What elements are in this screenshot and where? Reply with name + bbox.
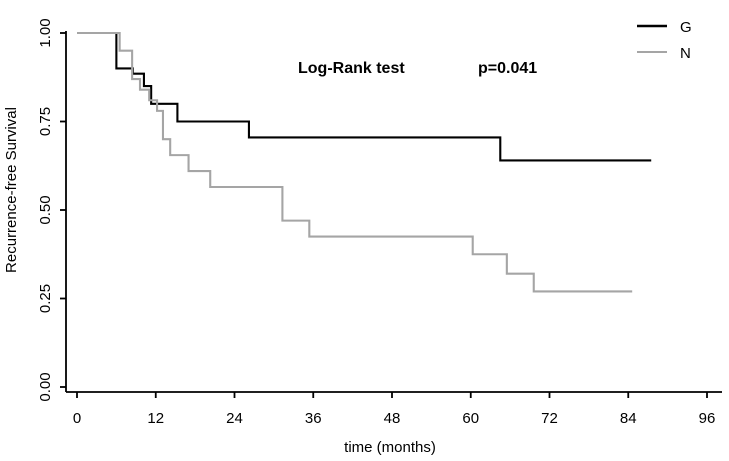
series-g-curve [77, 31, 652, 162]
axes: 0 12 24 36 48 60 72 84 96 0.00 0.25 0.50 0.75 1.00 [37, 18, 722, 427]
x-tick-label: 0 [73, 410, 81, 427]
x-tick-label: 48 [384, 410, 401, 427]
x-tick-label: 84 [620, 410, 637, 427]
x-tick-label: 96 [699, 410, 716, 427]
y-tick-label: 0.50 [37, 195, 54, 224]
legend: G N [637, 19, 692, 62]
x-tick-label: 60 [462, 410, 479, 427]
survival-curves [77, 31, 652, 293]
legend-label-n: N [680, 45, 691, 62]
x-axis-title: time (months) [344, 439, 436, 456]
x-tick-label: 24 [226, 410, 243, 427]
y-tick-label: 0.25 [37, 284, 54, 313]
series-n-curve [77, 31, 633, 293]
x-axis-ticks: 0 12 24 36 48 60 72 84 96 [73, 392, 716, 427]
legend-label-g: G [680, 19, 692, 36]
y-axis-ticks: 0.00 0.25 0.50 0.75 1.00 [37, 18, 66, 402]
x-tick-label: 12 [147, 410, 164, 427]
y-axis-title: Recurrence-free Survival [3, 107, 20, 273]
y-tick-label: 0.75 [37, 107, 54, 136]
x-tick-label: 72 [541, 410, 558, 427]
logrank-test-label: Log-Rank test [298, 60, 405, 77]
y-tick-label: 0.00 [37, 372, 54, 401]
x-tick-label: 36 [305, 410, 322, 427]
y-tick-label: 1.00 [37, 18, 54, 47]
p-value-label: p=0.041 [478, 60, 537, 77]
